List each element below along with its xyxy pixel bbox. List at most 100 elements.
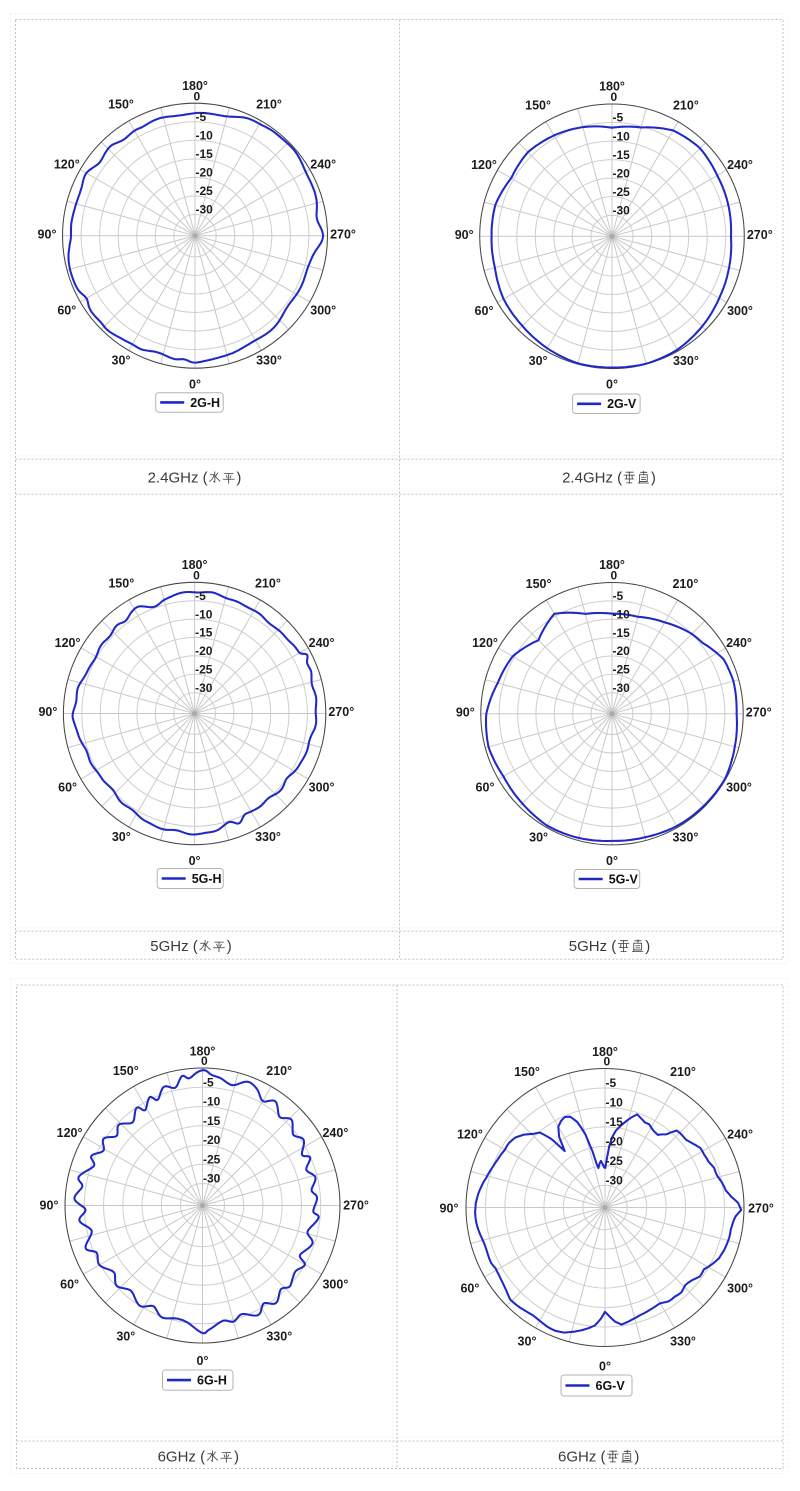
- svg-text:210°: 210°: [670, 1065, 696, 1079]
- svg-text:0°: 0°: [189, 854, 201, 868]
- svg-text:6G-H: 6G-H: [197, 1373, 227, 1387]
- svg-text:-5: -5: [606, 1076, 617, 1090]
- svg-text:240°: 240°: [309, 636, 335, 650]
- svg-text:180°: 180°: [190, 1045, 216, 1059]
- svg-text:-15: -15: [195, 626, 213, 640]
- svg-text:180°: 180°: [599, 558, 625, 572]
- svg-text:210°: 210°: [672, 577, 698, 591]
- svg-text:-20: -20: [196, 166, 214, 180]
- svg-text:240°: 240°: [727, 1128, 753, 1142]
- svg-text:30°: 30°: [112, 354, 131, 368]
- svg-text:300°: 300°: [310, 303, 336, 317]
- svg-text:60°: 60°: [475, 304, 494, 318]
- svg-text:0: 0: [194, 89, 201, 103]
- svg-text:-30: -30: [203, 1172, 221, 1186]
- svg-text:180°: 180°: [182, 558, 208, 572]
- svg-text:0°: 0°: [599, 1360, 611, 1374]
- svg-text:6GHz (: 6GHz (: [558, 1449, 606, 1466]
- svg-text:0°: 0°: [606, 854, 618, 868]
- svg-text:30°: 30°: [112, 830, 131, 844]
- svg-text:270°: 270°: [748, 1202, 774, 1216]
- svg-text:330°: 330°: [256, 354, 282, 368]
- svg-text:-25: -25: [196, 184, 214, 198]
- svg-text:210°: 210°: [266, 1064, 292, 1078]
- svg-text:270°: 270°: [330, 227, 356, 241]
- svg-text:90°: 90°: [456, 705, 475, 719]
- svg-text:300°: 300°: [309, 781, 335, 795]
- svg-text:0°: 0°: [189, 377, 201, 391]
- svg-text:-5: -5: [195, 589, 206, 603]
- svg-text:-30: -30: [195, 681, 213, 695]
- svg-text:210°: 210°: [256, 98, 282, 112]
- svg-text:-20: -20: [613, 644, 631, 658]
- svg-text:2G-H: 2G-H: [190, 396, 220, 410]
- svg-text:-10: -10: [613, 608, 631, 622]
- svg-text:300°: 300°: [727, 304, 753, 318]
- svg-text:180°: 180°: [182, 79, 208, 93]
- svg-text:120°: 120°: [457, 1128, 483, 1142]
- svg-text:-30: -30: [613, 203, 631, 217]
- svg-text:30°: 30°: [529, 830, 548, 844]
- svg-text:-5: -5: [196, 110, 207, 124]
- svg-text:240°: 240°: [322, 1126, 348, 1140]
- svg-text:2G-V: 2G-V: [607, 397, 637, 411]
- svg-text:): ): [634, 1449, 639, 1466]
- svg-text:120°: 120°: [54, 157, 80, 171]
- svg-text:270°: 270°: [747, 228, 773, 242]
- svg-text:-25: -25: [606, 1154, 624, 1168]
- svg-text:330°: 330°: [266, 1330, 292, 1344]
- svg-text:60°: 60°: [58, 781, 77, 795]
- svg-text:-20: -20: [203, 1133, 221, 1147]
- svg-text:6G-V: 6G-V: [596, 1379, 626, 1393]
- svg-text:90°: 90°: [40, 1199, 59, 1213]
- svg-text:2.4GHz (: 2.4GHz (: [148, 470, 208, 487]
- svg-text:-15: -15: [196, 147, 214, 161]
- svg-text:): ): [236, 470, 241, 487]
- svg-text:-15: -15: [606, 1115, 624, 1129]
- svg-text:-20: -20: [195, 644, 213, 658]
- svg-text:60°: 60°: [460, 1282, 479, 1296]
- svg-text:330°: 330°: [255, 830, 281, 844]
- svg-text:90°: 90°: [455, 228, 474, 242]
- svg-text:270°: 270°: [746, 705, 772, 719]
- svg-text:300°: 300°: [727, 1282, 753, 1296]
- svg-text:-5: -5: [203, 1076, 214, 1090]
- svg-text:90°: 90°: [38, 227, 57, 241]
- svg-text:-10: -10: [196, 129, 214, 143]
- svg-text:-10: -10: [606, 1096, 624, 1110]
- svg-text:2.4GHz (: 2.4GHz (: [562, 470, 622, 487]
- svg-text:150°: 150°: [525, 98, 551, 112]
- svg-text:0: 0: [201, 1054, 208, 1068]
- svg-text:-10: -10: [613, 129, 631, 143]
- svg-text:0: 0: [193, 569, 200, 583]
- svg-text:300°: 300°: [322, 1277, 348, 1291]
- svg-text:90°: 90°: [38, 705, 57, 719]
- svg-text:270°: 270°: [328, 705, 354, 719]
- svg-text:-15: -15: [203, 1114, 221, 1128]
- svg-text:0°: 0°: [197, 1354, 209, 1368]
- svg-text:180°: 180°: [592, 1045, 618, 1059]
- svg-text:330°: 330°: [672, 830, 698, 844]
- svg-text:0: 0: [604, 1055, 611, 1069]
- svg-text:-10: -10: [195, 607, 213, 621]
- svg-text:): ): [645, 938, 650, 955]
- svg-text:240°: 240°: [310, 157, 336, 171]
- svg-text:0: 0: [611, 90, 618, 104]
- svg-text:-25: -25: [613, 185, 631, 199]
- svg-text:210°: 210°: [255, 577, 281, 591]
- svg-text:-10: -10: [203, 1095, 221, 1109]
- svg-text:-30: -30: [606, 1174, 624, 1188]
- svg-text:210°: 210°: [673, 98, 699, 112]
- svg-text:180°: 180°: [599, 80, 625, 94]
- svg-text:): ): [651, 470, 656, 487]
- svg-text:-20: -20: [606, 1135, 624, 1149]
- svg-text:30°: 30°: [116, 1330, 135, 1344]
- svg-text:-15: -15: [613, 148, 631, 162]
- svg-text:0°: 0°: [606, 378, 618, 392]
- svg-text:5G-V: 5G-V: [609, 872, 639, 886]
- svg-text:330°: 330°: [673, 354, 699, 368]
- svg-text:-30: -30: [613, 681, 631, 695]
- svg-text:0: 0: [611, 569, 618, 583]
- svg-text:-15: -15: [613, 626, 631, 640]
- svg-text:-25: -25: [203, 1153, 221, 1167]
